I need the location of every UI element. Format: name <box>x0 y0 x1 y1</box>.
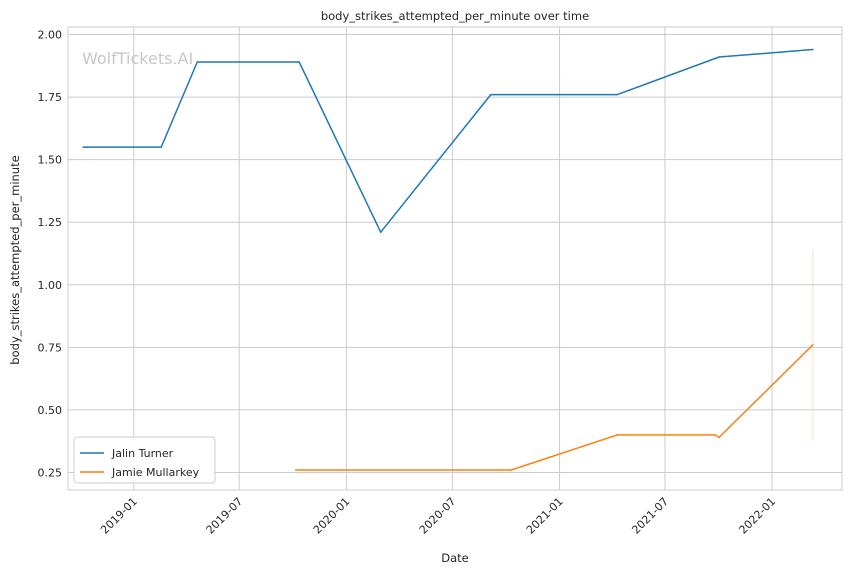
x-tick-label: 2021-07 <box>629 495 671 537</box>
series-line-jamie-mullarkey <box>295 344 814 471</box>
data-point-jalin-turner <box>82 146 84 148</box>
legend-label-jalin-turner: Jalin Turner <box>111 447 174 460</box>
y-tick-label: 0.25 <box>38 466 63 479</box>
y-tick-label: 2.00 <box>38 29 63 42</box>
x-tick-labels: 2019-01 2019-07 2020-01 2020-07 2021-01 2021-… <box>98 495 778 537</box>
data-point-jalin-turner <box>616 93 618 96</box>
data-point-jamie-mullarkey <box>616 434 618 436</box>
legend-box <box>73 436 216 484</box>
x-tick-label: 2020-01 <box>311 495 353 537</box>
y-tick-label: 1.00 <box>38 279 63 292</box>
x-tick-label: 2019-07 <box>204 495 246 537</box>
series-layer <box>82 48 814 471</box>
data-point-jamie-mullarkey <box>718 436 720 439</box>
x-tick-label: 2019-01 <box>98 495 140 537</box>
y-tick-labels: 0.25 0.50 0.75 1.00 1.25 1.50 1.75 2.00 <box>38 29 63 480</box>
data-point-jamie-mullarkey <box>294 469 297 471</box>
grid <box>68 27 842 490</box>
data-point-jalin-turner <box>298 61 300 63</box>
data-point-jamie-mullarkey <box>714 434 716 436</box>
y-axis-title: body_strikes_attempted_per_minute <box>8 155 22 364</box>
legend-label-jamie-mullarkey: Jamie Mullarkey <box>111 466 200 479</box>
x-tick-label: 2021-01 <box>524 495 566 537</box>
x-tick-label: 2022-01 <box>737 495 779 537</box>
y-tick-label: 1.50 <box>38 154 63 167</box>
y-tick-label: 0.50 <box>38 404 63 417</box>
watermark: WolfTickets.AI <box>82 49 193 68</box>
data-point-jamie-mullarkey <box>812 344 814 346</box>
data-point-jalin-turner <box>490 93 492 96</box>
chart-title: body_strikes_attempted_per_minute over t… <box>321 9 589 23</box>
legend: Jalin Turner Jamie Mullarkey <box>73 436 216 484</box>
y-tick-label: 0.75 <box>38 341 63 354</box>
data-point-jalin-turner <box>196 61 199 63</box>
y-tick-label: 1.75 <box>38 91 63 104</box>
y-tick-label: 1.25 <box>38 216 63 229</box>
data-point-jalin-turner <box>718 56 720 58</box>
plot-area <box>67 26 843 491</box>
data-point-jamie-mullarkey <box>510 469 512 471</box>
data-point-jalin-turner <box>812 48 814 51</box>
data-point-jalin-turner <box>160 146 162 148</box>
data-point-jalin-turner <box>379 231 382 233</box>
x-axis-title: Date <box>441 551 469 565</box>
x-tick-label: 2020-07 <box>417 495 459 537</box>
